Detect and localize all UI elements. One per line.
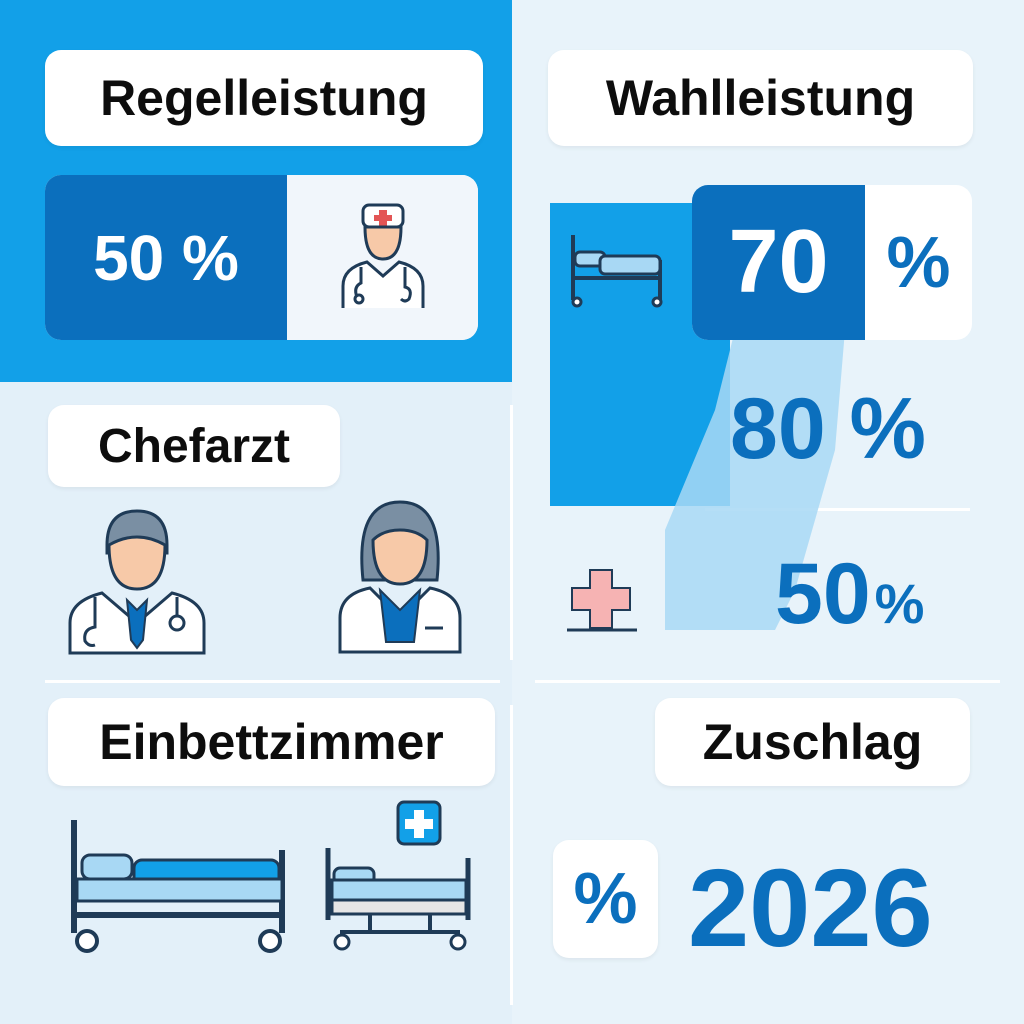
horizontal-divider-right [535, 680, 1000, 683]
female-doctor-icon [335, 500, 465, 655]
wahlleistung-light-shape [665, 330, 845, 630]
regelleistung-percent: 50 % [45, 175, 287, 340]
vertical-divider-top [510, 405, 513, 660]
horizontal-divider-left [45, 680, 500, 683]
wahlleistung-title: Wahlleistung [548, 50, 973, 146]
wahlleistung-third-value: 50 % [775, 545, 924, 644]
wahlleistung-percent-number: 70 [692, 185, 865, 340]
male-doctor-icon [65, 505, 210, 655]
einbettzimmer-title: Einbettzimmer [48, 698, 495, 786]
chefarzt-title: Chefarzt [48, 405, 340, 487]
horizontal-divider-mid [705, 508, 970, 511]
hospital-bed-icon [565, 230, 670, 310]
medical-cross-icon [565, 565, 640, 635]
zuschlag-percent-symbol: % [553, 840, 658, 958]
wahlleistung-second-value: 80 % [730, 381, 927, 477]
hospital-bed-with-cross-icon [320, 800, 480, 955]
regelleistung-card: 50 % [45, 175, 478, 340]
single-bed-icon [62, 815, 297, 955]
wahlleistung-card: 70 % [692, 185, 972, 340]
vertical-divider-bottom [510, 705, 513, 1005]
zuschlag-year: 2026 [688, 847, 933, 970]
zuschlag-title: Zuschlag [655, 698, 970, 786]
wahlleistung-third-value-unit: % [874, 572, 925, 635]
regelleistung-title: Regelleistung [45, 50, 483, 146]
wahlleistung-third-value-number: 50 [775, 546, 871, 642]
doctor-with-cap-icon [341, 203, 424, 308]
wahlleistung-percent-unit: % [886, 222, 951, 303]
regelleistung-icon-area [287, 175, 478, 340]
